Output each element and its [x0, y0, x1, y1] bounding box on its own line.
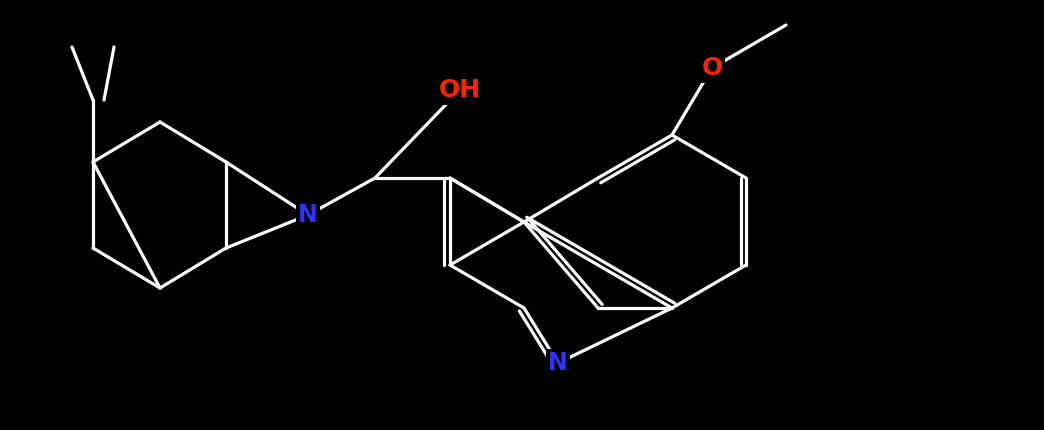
Text: N: N — [548, 351, 568, 375]
Text: O: O — [702, 56, 722, 80]
Text: OH: OH — [438, 78, 481, 102]
Text: N: N — [299, 203, 317, 227]
